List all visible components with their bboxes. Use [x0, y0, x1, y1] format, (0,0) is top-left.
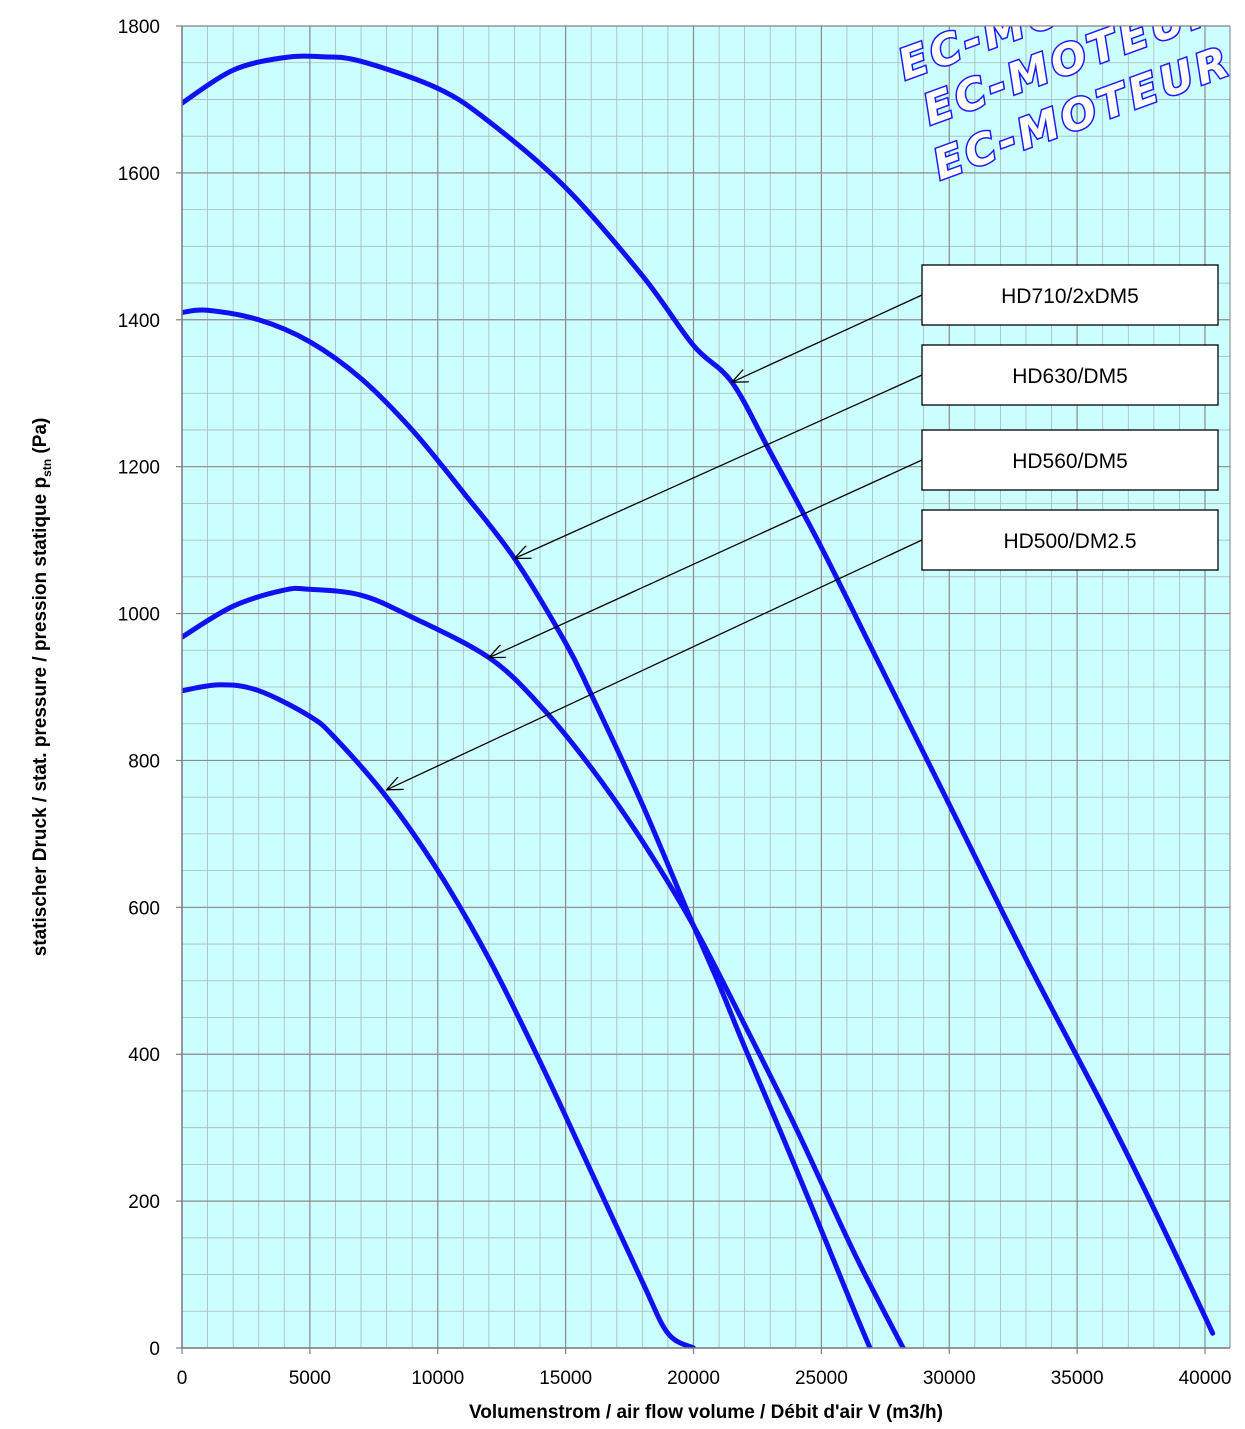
callout-box-hd500-dm2-5 [921, 509, 1219, 571]
axes [181, 25, 1231, 1349]
y-tick-label: 1200 [118, 458, 160, 479]
x-tick-label: 35000 [1051, 1368, 1104, 1389]
callout-box-hd710-2xdm5 [921, 264, 1219, 326]
y-tick-label: 1600 [118, 164, 160, 185]
callout-arrow-hd500-dm2-5 [387, 539, 923, 790]
series-line-hd560-dm5 [182, 585, 906, 1348]
x-tick-labels: 0 5000 10000 15000 20000 25000 30000 35000 40000 [177, 1348, 1232, 1389]
x-tick-label: 25000 [795, 1368, 848, 1389]
callout-arrow-hd710-2xdm5 [732, 294, 923, 382]
callout-label-hd630-dm5: HD630/DM5 [1012, 365, 1128, 388]
x-tick-label: 10000 [411, 1368, 464, 1389]
y-tick-label: 400 [128, 1045, 160, 1066]
series-line-hd630-dm5 [182, 307, 873, 1348]
y-axis-title: statischer Druck / stat. pressure / pres… [30, 418, 54, 957]
x-tick-label: 0 [177, 1368, 188, 1389]
y-tick-labels: 0 200 400 600 800 1000 1200 1400 1600 1800 [118, 17, 182, 1360]
y-tick-label: 200 [128, 1192, 160, 1213]
y-tick-label: 800 [128, 751, 160, 772]
callout-arrow-hd630-dm5 [514, 374, 923, 558]
x-tick-label: 5000 [289, 1368, 331, 1389]
x-tick-label: 15000 [539, 1368, 592, 1389]
callout-label-hd710-2xdm5: HD710/2xDM5 [1001, 285, 1139, 308]
callout-label-hd560-dm5: HD560/DM5 [1012, 450, 1128, 473]
y-axis-title-unit: (Pa) [30, 418, 51, 459]
major-grid [181, 25, 1230, 1349]
callout-arrow-hd560-dm5 [489, 459, 923, 658]
x-axis-title: Volumenstrom / air flow volume / Débit d… [469, 1402, 943, 1423]
y-tick-label: 600 [128, 898, 160, 919]
y-axis-title-main: statischer Druck / stat. pressure / pres… [30, 477, 51, 956]
callout-label-hd500-dm2-5: HD500/DM2.5 [1003, 530, 1136, 553]
y-axis-title-subscript: stn [40, 459, 54, 477]
callouts: HD710/2xDM5 HD630/DM5 HD560/DM5 HD500/DM2.5 [387, 264, 1219, 790]
y-tick-label: 1800 [118, 17, 160, 38]
x-tick-label: 20000 [667, 1368, 720, 1389]
series-line-hd500-dm2-5 [182, 682, 696, 1348]
callout-box-hd560-dm5 [921, 429, 1219, 491]
x-tick-label: 40000 [1179, 1368, 1232, 1389]
callout-box-hd630-dm5 [921, 344, 1219, 406]
x-tick-label: 30000 [923, 1368, 976, 1389]
y-tick-label: 1400 [118, 311, 160, 332]
y-tick-label: 1000 [118, 605, 160, 626]
y-tick-label: 0 [149, 1339, 160, 1360]
